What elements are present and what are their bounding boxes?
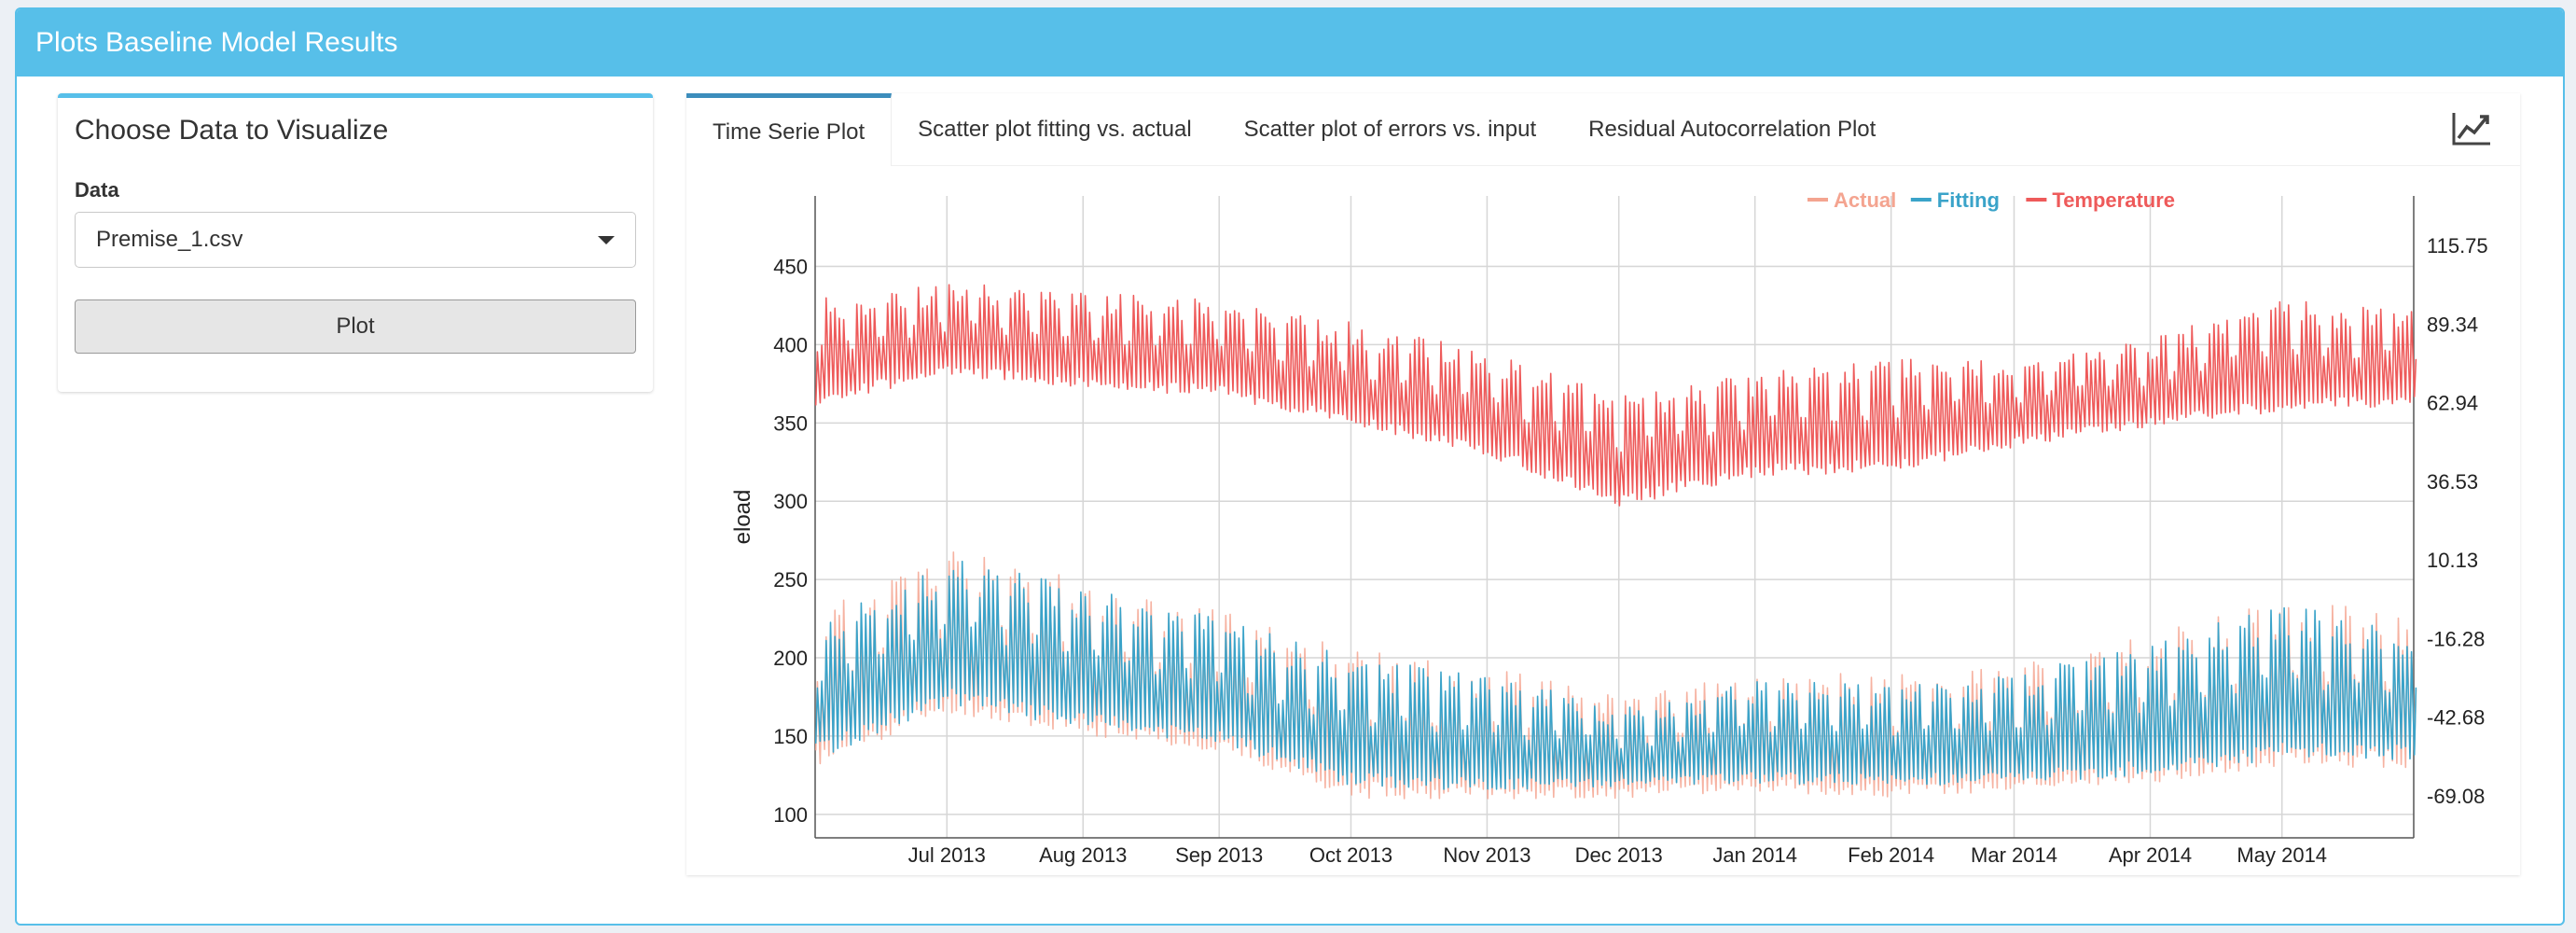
x-tick-label: Feb 2014	[1848, 843, 1934, 867]
y-axis-title: eload	[730, 490, 755, 545]
tab-time-serie-plot[interactable]: Time Serie Plot	[686, 93, 893, 166]
y-tick-label: 200	[773, 647, 808, 670]
x-tick-label: Oct 2013	[1309, 843, 1392, 867]
line-chart-icon	[2452, 113, 2490, 146]
x-tick-label: Jan 2014	[1712, 843, 1797, 867]
y-tick-label: 250	[773, 568, 808, 592]
x-tick-label: Aug 2013	[1039, 843, 1127, 867]
series-line-fitting	[814, 560, 2417, 790]
x-tick-label: Nov 2013	[1443, 843, 1530, 867]
data-field-label: Data	[75, 178, 119, 202]
y-tick-label: 400	[773, 333, 808, 356]
page-title: Plots Baseline Model Results	[35, 27, 398, 58]
y2-tick-label: 89.34	[2427, 313, 2478, 336]
y2-tick-label: -16.28	[2427, 627, 2485, 650]
tab-bar: Time Serie Plot Scatter plot fitting vs.…	[686, 93, 2520, 166]
plot-button[interactable]: Plot	[75, 299, 636, 354]
y2-tick-label: -69.08	[2427, 785, 2485, 808]
y-tick-label: 450	[773, 256, 808, 279]
data-selection-panel: Choose Data to Visualize Data Premise_1.…	[58, 93, 653, 392]
y-tick-label: 300	[773, 490, 808, 513]
y-tick-label: 150	[773, 725, 808, 748]
x-tick-label: Dec 2013	[1575, 843, 1663, 867]
y-tick-label: 350	[773, 411, 808, 435]
tab-scatter-errors-vs-input[interactable]: Scatter plot of errors vs. input	[1243, 117, 1537, 142]
panel-title: Choose Data to Visualize	[75, 115, 389, 146]
y-tick-label: 100	[773, 803, 808, 827]
app-header: Plots Baseline Model Results	[17, 9, 2563, 77]
data-select-value: Premise_1.csv	[96, 227, 243, 252]
app-frame: Plots Baseline Model Results Choose Data…	[15, 7, 2565, 926]
data-select[interactable]: Premise_1.csv	[75, 212, 636, 268]
tab-scatter-fitting-vs-actual[interactable]: Scatter plot fitting vs. actual	[918, 117, 1192, 142]
y2-tick-label: 10.13	[2427, 549, 2478, 572]
y2-tick-label: 115.75	[2427, 234, 2488, 258]
tab-residual-autocorrelation[interactable]: Residual Autocorrelation Plot	[1588, 117, 1877, 142]
legend-label-temperature: Temperature	[2052, 188, 2175, 212]
x-tick-label: Jul 2013	[908, 843, 986, 867]
x-tick-label: Mar 2014	[1971, 843, 2057, 867]
legend-label-fitting: Fitting	[1937, 188, 2000, 212]
chevron-down-icon	[598, 235, 615, 244]
x-tick-label: Sep 2013	[1175, 843, 1263, 867]
y2-tick-label: -42.68	[2427, 706, 2485, 730]
time-series-chart[interactable]: 100 150 200 250 300 350 400 450 115.75 89.34 62.94…	[686, 172, 2520, 871]
plot-tabs-box: Time Serie Plot Scatter plot fitting vs.…	[686, 93, 2520, 875]
legend-label-actual: Actual	[1834, 188, 1896, 212]
x-tick-label: May 2014	[2237, 843, 2327, 867]
y2-tick-label: 62.94	[2427, 392, 2478, 415]
y2-tick-label: 36.53	[2427, 470, 2478, 494]
series-line-temperature	[814, 284, 2417, 507]
x-tick-label: Apr 2014	[2109, 843, 2192, 867]
